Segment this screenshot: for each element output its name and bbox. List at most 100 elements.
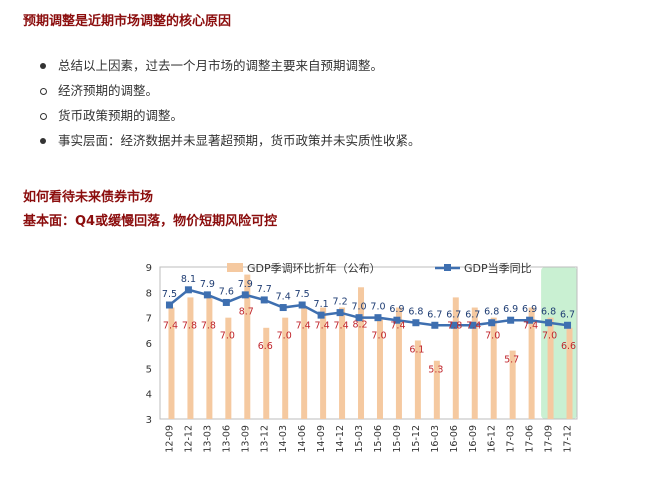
- x-tick-label: 12-12: [183, 425, 194, 453]
- bar: [509, 350, 516, 419]
- bar: [376, 317, 383, 419]
- section-heading-bond-market: 如何看待未来债券市场: [23, 190, 154, 205]
- section-subheading-fundamentals: 基本面：Q4或缓慢回落，物价短期风险可控: [23, 214, 278, 229]
- line-point: [336, 309, 344, 317]
- line-point: [203, 291, 211, 299]
- x-tick-label: 16-12: [487, 425, 498, 453]
- x-tick-label: 17-12: [563, 425, 574, 453]
- line-data-label: 7.1: [314, 299, 329, 310]
- bar-data-label: 7.0: [542, 331, 557, 342]
- bullet-text: 总结以上因素，过去一个月市场的调整主要来自预期调整。: [58, 58, 384, 73]
- x-tick-label: 16-09: [468, 425, 479, 453]
- line-data-label: 7.0: [370, 302, 385, 313]
- bar: [547, 317, 554, 419]
- line-point: [507, 316, 515, 324]
- y-tick-label: 3: [146, 415, 152, 426]
- y-tick-label: 4: [146, 390, 152, 401]
- x-tick-label: 15-03: [354, 425, 365, 453]
- bullet-dot-icon: [40, 138, 46, 144]
- bar-data-label: 7.4: [315, 321, 330, 332]
- bullet-text: 经济预期的调整。: [58, 83, 159, 98]
- bar: [339, 307, 346, 419]
- bar: [566, 327, 573, 419]
- bar-data-label: 5.3: [428, 365, 443, 376]
- line-point: [564, 321, 572, 329]
- bar-data-label: 7.0: [277, 331, 292, 342]
- line-point: [374, 314, 382, 322]
- bar-data-label: 7.8: [201, 321, 216, 332]
- line-point: [545, 319, 553, 327]
- bullet-text: 货币政策预期的调整。: [58, 108, 184, 123]
- line-data-label: 7.5: [295, 289, 310, 300]
- bar: [263, 327, 270, 419]
- y-tick-label: 8: [146, 288, 152, 299]
- x-tick-label: 12-09: [164, 425, 175, 453]
- line-data-label: 7.7: [257, 284, 272, 295]
- bar-data-label: 7.8: [447, 321, 462, 332]
- line-data-label: 6.8: [541, 307, 556, 318]
- x-tick-label: 17-03: [506, 425, 517, 453]
- plot-frame: [159, 266, 578, 420]
- line-data-label: 7.2: [333, 297, 348, 308]
- x-tick-label: 13-03: [202, 425, 213, 453]
- line-data-label: 7.0: [351, 302, 366, 313]
- x-tick-label: 17-06: [525, 425, 536, 453]
- bar: [414, 340, 421, 419]
- legend-line-marker: [444, 264, 451, 271]
- line-data-label: 7.4: [276, 292, 291, 303]
- bullet-circle-icon: [40, 113, 47, 120]
- line-data-label: 6.7: [446, 309, 461, 320]
- line-data-label: 6.7: [427, 309, 442, 320]
- bar: [452, 297, 459, 419]
- legend-bar-swatch: [227, 263, 243, 272]
- bullet-item: 事实层面：经济数据并未显著超预期，货币政策并未实质性收紧。: [40, 131, 421, 156]
- y-tick-label: 5: [146, 364, 152, 375]
- bar: [471, 307, 478, 419]
- bar-data-label: 7.0: [371, 331, 386, 342]
- bar-data-label: 7.4: [334, 321, 349, 332]
- x-tick-label: 13-12: [259, 425, 270, 453]
- bullet-text: 事实层面：经济数据并未显著超预期，货币政策并未实质性收紧。: [58, 133, 421, 148]
- y-tick-label: 7: [146, 314, 152, 325]
- bar-data-label: 7.4: [466, 321, 481, 332]
- line-point: [526, 316, 534, 324]
- x-tick-label: 14-12: [335, 425, 346, 453]
- bar-data-label: 8.7: [239, 307, 254, 318]
- bar: [301, 307, 308, 419]
- bar-data-label: 7.4: [296, 321, 311, 332]
- x-tick-label: 16-06: [449, 425, 460, 453]
- bar-data-label: 7.4: [163, 321, 178, 332]
- bar: [358, 287, 365, 419]
- line-data-label: 6.7: [560, 309, 575, 320]
- x-tick-label: 16-03: [430, 425, 441, 453]
- section-heading-expectations: 预期调整是近期市场调整的核心原因: [23, 14, 232, 29]
- line-data-label: 6.9: [389, 304, 404, 315]
- x-tick-label: 15-06: [373, 425, 384, 453]
- bullet-item: 总结以上因素，过去一个月市场的调整主要来自预期调整。: [40, 56, 421, 81]
- bullet-circle-icon: [40, 88, 47, 95]
- bar-data-label: 5.7: [504, 355, 519, 366]
- legend-line-label: GDP当季同比: [464, 261, 532, 275]
- x-tick-label: 15-09: [392, 425, 403, 453]
- bar: [282, 317, 289, 419]
- line-point: [317, 311, 325, 319]
- bullet-dot-icon: [40, 63, 46, 69]
- bar-data-label: 6.6: [561, 341, 576, 352]
- bar-data-label: 7.0: [485, 331, 500, 342]
- line-point: [260, 296, 268, 304]
- x-tick-label: 13-09: [240, 425, 251, 453]
- bullet-item: 货币政策预期的调整。: [40, 106, 421, 131]
- line-data-label: 7.6: [219, 286, 234, 297]
- line-point: [469, 321, 477, 329]
- line-data-label: 7.5: [162, 289, 177, 300]
- x-tick-label: 14-03: [278, 425, 289, 453]
- gdp-yoy-line: [168, 288, 568, 327]
- bar: [528, 307, 535, 419]
- line-data-label: 6.7: [465, 309, 480, 320]
- bar-data-label: 7.8: [182, 321, 197, 332]
- line-data-label: 6.9: [503, 304, 518, 315]
- bar: [244, 274, 251, 419]
- x-tick-label: 15-12: [411, 425, 422, 453]
